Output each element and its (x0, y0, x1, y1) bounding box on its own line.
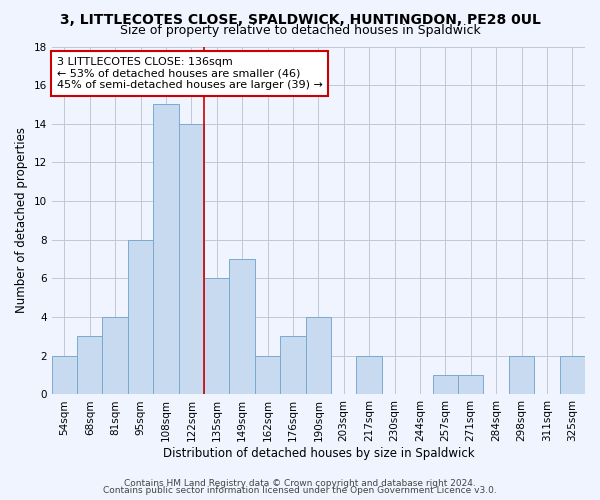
Bar (458, 375, 484, 394)
Y-axis label: Number of detached properties: Number of detached properties (15, 128, 28, 314)
Bar (280, 336, 305, 394)
Bar (433, 375, 458, 394)
Bar (560, 356, 585, 395)
Bar (229, 259, 255, 394)
Bar (153, 104, 179, 395)
Bar (305, 317, 331, 394)
Bar (356, 356, 382, 395)
Text: 3 LITTLECOTES CLOSE: 136sqm
← 53% of detached houses are smaller (46)
45% of sem: 3 LITTLECOTES CLOSE: 136sqm ← 53% of det… (57, 57, 323, 90)
Text: Contains public sector information licensed under the Open Government Licence v3: Contains public sector information licen… (103, 486, 497, 495)
Bar (179, 124, 204, 394)
Bar (103, 317, 128, 394)
Text: Size of property relative to detached houses in Spaldwick: Size of property relative to detached ho… (119, 24, 481, 37)
Text: Contains HM Land Registry data © Crown copyright and database right 2024.: Contains HM Land Registry data © Crown c… (124, 478, 476, 488)
Text: 3, LITTLECOTES CLOSE, SPALDWICK, HUNTINGDON, PE28 0UL: 3, LITTLECOTES CLOSE, SPALDWICK, HUNTING… (59, 12, 541, 26)
Bar (128, 240, 153, 394)
Bar (509, 356, 534, 395)
X-axis label: Distribution of detached houses by size in Spaldwick: Distribution of detached houses by size … (163, 447, 474, 460)
Bar (52, 356, 77, 395)
Bar (204, 278, 229, 394)
Bar (255, 356, 280, 395)
Bar (77, 336, 103, 394)
